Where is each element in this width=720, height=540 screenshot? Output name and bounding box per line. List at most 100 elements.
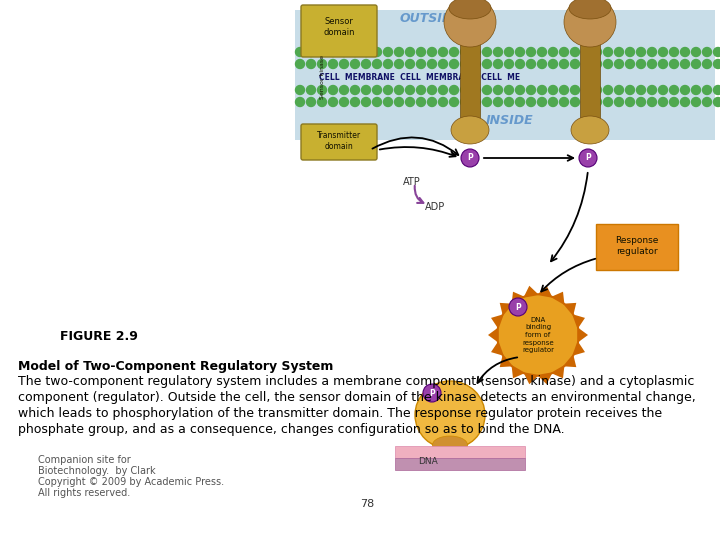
Circle shape	[505, 48, 513, 57]
Text: OUTSIDE: OUTSIDE	[399, 11, 461, 24]
Circle shape	[509, 298, 527, 316]
Bar	[295, 10, 715, 140]
Circle shape	[559, 48, 569, 57]
Circle shape	[614, 85, 624, 94]
Circle shape	[416, 59, 426, 69]
Circle shape	[582, 59, 590, 69]
Circle shape	[472, 59, 480, 69]
Circle shape	[461, 85, 469, 94]
Circle shape	[593, 85, 601, 94]
Text: Biotechnology.  by Clark: Biotechnology. by Clark	[38, 466, 156, 476]
Circle shape	[614, 98, 624, 106]
Circle shape	[636, 98, 646, 106]
Polygon shape	[460, 40, 480, 118]
Polygon shape	[577, 327, 588, 343]
Circle shape	[505, 59, 513, 69]
Ellipse shape	[569, 0, 611, 19]
Circle shape	[472, 85, 480, 94]
Polygon shape	[537, 286, 553, 298]
Circle shape	[614, 59, 624, 69]
Polygon shape	[500, 354, 513, 367]
Circle shape	[579, 149, 597, 167]
Circle shape	[318, 98, 326, 106]
Circle shape	[626, 98, 634, 106]
Circle shape	[538, 59, 546, 69]
Circle shape	[328, 59, 338, 69]
Circle shape	[340, 48, 348, 57]
Circle shape	[438, 48, 448, 57]
Circle shape	[603, 59, 613, 69]
Circle shape	[691, 98, 701, 106]
Circle shape	[328, 48, 338, 57]
Text: DNA: DNA	[418, 457, 438, 467]
Circle shape	[405, 98, 415, 106]
Polygon shape	[572, 341, 585, 356]
Circle shape	[570, 98, 580, 106]
Circle shape	[361, 48, 371, 57]
Circle shape	[549, 98, 557, 106]
Circle shape	[372, 98, 382, 106]
Circle shape	[461, 59, 469, 69]
Circle shape	[295, 59, 305, 69]
Circle shape	[472, 48, 480, 57]
Text: ATP: ATP	[403, 177, 421, 187]
Circle shape	[307, 85, 315, 94]
Circle shape	[703, 59, 711, 69]
Polygon shape	[511, 292, 526, 305]
Polygon shape	[563, 354, 576, 367]
Circle shape	[340, 98, 348, 106]
Circle shape	[438, 59, 448, 69]
Circle shape	[405, 59, 415, 69]
Polygon shape	[491, 314, 504, 329]
Circle shape	[526, 98, 536, 106]
Circle shape	[582, 85, 590, 94]
Polygon shape	[537, 372, 553, 384]
Circle shape	[593, 98, 601, 106]
Circle shape	[318, 48, 326, 57]
Circle shape	[549, 48, 557, 57]
Circle shape	[318, 85, 326, 94]
Circle shape	[626, 59, 634, 69]
Circle shape	[295, 85, 305, 94]
Circle shape	[714, 85, 720, 94]
Text: 78: 78	[360, 499, 374, 509]
Circle shape	[703, 98, 711, 106]
Circle shape	[714, 59, 720, 69]
Circle shape	[603, 48, 613, 57]
Circle shape	[593, 48, 601, 57]
Text: CELL  MEMBRANE  CELL  MEMBRANE  CELL  ME: CELL MEMBRANE CELL MEMBRANE CELL ME	[320, 72, 521, 82]
Text: Transmitter
domain: Transmitter domain	[317, 131, 361, 151]
Circle shape	[482, 85, 492, 94]
Circle shape	[593, 59, 601, 69]
Polygon shape	[523, 286, 539, 298]
Polygon shape	[563, 303, 576, 316]
Circle shape	[449, 98, 459, 106]
Circle shape	[647, 98, 657, 106]
Polygon shape	[523, 372, 539, 384]
Circle shape	[559, 98, 569, 106]
Circle shape	[505, 98, 513, 106]
Circle shape	[438, 98, 448, 106]
FancyBboxPatch shape	[596, 224, 678, 270]
Ellipse shape	[449, 0, 491, 19]
Circle shape	[636, 85, 646, 94]
Circle shape	[482, 98, 492, 106]
Circle shape	[493, 48, 503, 57]
Circle shape	[416, 98, 426, 106]
Polygon shape	[491, 341, 504, 356]
Text: Companion site for: Companion site for	[38, 455, 131, 465]
Circle shape	[384, 48, 392, 57]
Circle shape	[449, 59, 459, 69]
Circle shape	[461, 149, 479, 167]
Circle shape	[680, 85, 690, 94]
Circle shape	[647, 85, 657, 94]
Circle shape	[428, 85, 436, 94]
Circle shape	[295, 98, 305, 106]
Text: Model of Two-Component Regulatory System: Model of Two-Component Regulatory System	[18, 360, 333, 373]
Bar	[395, 458, 525, 470]
Circle shape	[428, 59, 436, 69]
Circle shape	[372, 48, 382, 57]
Circle shape	[449, 85, 459, 94]
Circle shape	[384, 98, 392, 106]
Circle shape	[582, 48, 590, 57]
